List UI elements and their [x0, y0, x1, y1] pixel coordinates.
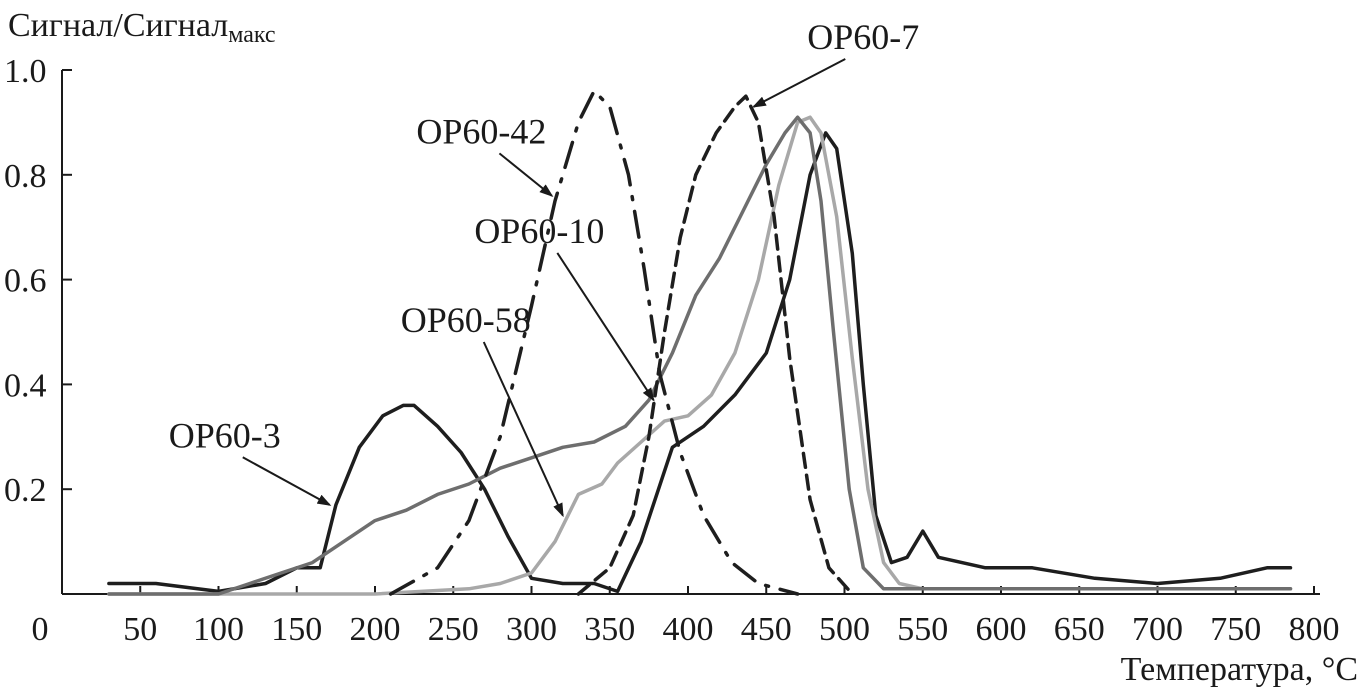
x-tick-label-700: 700 — [1132, 611, 1183, 648]
x-tick-label-400: 400 — [663, 611, 714, 648]
y-axis-title-main: Сигнал/Сигнал — [8, 7, 228, 44]
x-tick-label-0: 0 — [32, 611, 49, 648]
y-axis-title-subscript: макс — [228, 22, 275, 48]
series-layer — [107, 89, 1293, 596]
x-tick-label-450: 450 — [741, 611, 792, 648]
annotation-layer: OP60-3 OP60-58 OP60-10 OP60-42 OP60-7 — [169, 17, 919, 518]
x-tick-label-150: 150 — [271, 611, 322, 648]
annotation-arrow-op60-10 — [556, 252, 655, 402]
annotation-label-op60-3: OP60-3 — [169, 415, 281, 455]
annotation-arrow-op60-42 — [498, 152, 554, 198]
annotation-label-op60-58: OP60-58 — [401, 300, 531, 340]
y-tick-label-0.6: 0.6 — [4, 263, 47, 300]
x-tick-label-500: 500 — [819, 611, 870, 648]
annotation-label-op60-7: OP60-7 — [807, 17, 919, 57]
y-tick-label-0.4: 0.4 — [4, 367, 47, 404]
series-line-op60-10 — [107, 115, 1293, 596]
x-tick-label-50: 50 — [123, 611, 157, 648]
annotation-arrow-op60-7 — [751, 58, 846, 108]
y-tick-label-0.8: 0.8 — [4, 158, 47, 195]
series-line-op60-42 — [388, 89, 800, 596]
y-tick-label-0.2: 0.2 — [4, 472, 47, 509]
x-tick-label-550: 550 — [897, 611, 948, 648]
y-axis-ticks: 0.2 0.4 0.6 0.8 1.0 — [4, 53, 72, 509]
annotation-arrow-op60-3 — [242, 456, 332, 506]
x-axis-ticks: 0 50 100 150 200 250 300 350 400 450 500 550 600 650 7… — [32, 586, 1340, 648]
x-tick-label-100: 100 — [193, 611, 244, 648]
x-tick-label-800: 800 — [1289, 611, 1340, 648]
y-tick-label-1: 1.0 — [4, 53, 47, 90]
x-axis-title: Температура, °C — [1121, 651, 1358, 688]
x-tick-label-750: 750 — [1210, 611, 1261, 648]
annotation-arrow-op60-58 — [482, 341, 564, 518]
x-tick-label-200: 200 — [350, 611, 401, 648]
x-tick-label-350: 350 — [584, 611, 635, 648]
series-line-op60-3 — [107, 131, 1293, 594]
annotation-label-op60-10: OP60-10 — [474, 211, 604, 251]
series-line-op60-58 — [107, 115, 1293, 596]
series-line-op60-7 — [576, 94, 855, 596]
x-tick-label-650: 650 — [1054, 611, 1105, 648]
y-axis-title: Сигнал/Сигналмакс — [8, 7, 276, 48]
x-tick-label-300: 300 — [506, 611, 557, 648]
annotation-label-op60-42: OP60-42 — [416, 111, 546, 151]
x-tick-label-250: 250 — [428, 611, 479, 648]
x-tick-label-600: 600 — [976, 611, 1027, 648]
